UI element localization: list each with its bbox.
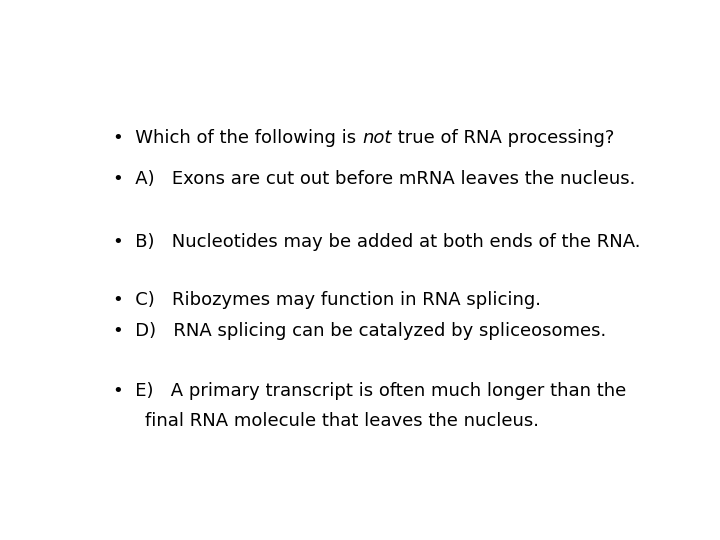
Text: •  Which of the following is: • Which of the following is [114, 129, 362, 146]
Text: •  C)   Ribozymes may function in RNA splicing.: • C) Ribozymes may function in RNA splic… [114, 291, 541, 309]
Text: •  B)   Nucleotides may be added at both ends of the RNA.: • B) Nucleotides may be added at both en… [114, 233, 641, 251]
Text: •  E)   A primary transcript is often much longer than the: • E) A primary transcript is often much … [114, 382, 626, 400]
Text: •  D)   RNA splicing can be catalyzed by spliceosomes.: • D) RNA splicing can be catalyzed by sp… [114, 322, 607, 340]
Text: •  A)   Exons are cut out before mRNA leaves the nucleus.: • A) Exons are cut out before mRNA leave… [114, 170, 636, 188]
Text: true of RNA processing?: true of RNA processing? [392, 129, 614, 146]
Text: not: not [362, 129, 392, 146]
Text: final RNA molecule that leaves the nucleus.: final RNA molecule that leaves the nucle… [145, 412, 539, 430]
